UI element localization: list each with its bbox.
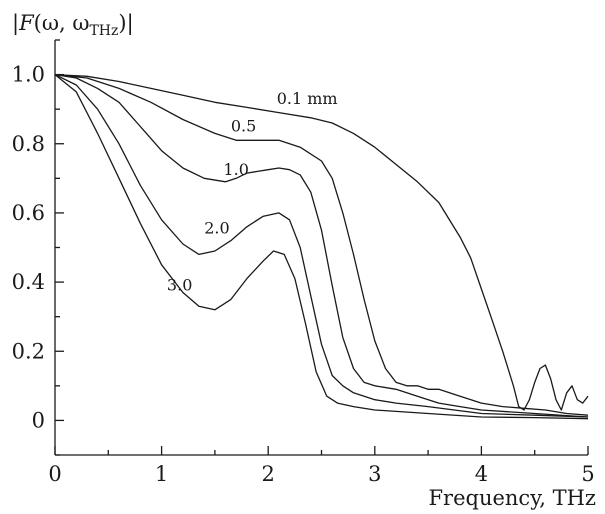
series-line-0 xyxy=(54,73,589,411)
axis-tick-labels: 0 1 2 3 4 5 0 0.2 0.4 0.6 0.8 1.0 xyxy=(12,63,595,486)
series-label-1: 0.5 xyxy=(231,117,256,136)
y-tick-label: 0 xyxy=(32,408,45,432)
y-axis-title: |F(ω, ωTHz)| xyxy=(12,11,134,39)
series-label-0: 0.1 mm xyxy=(277,89,338,108)
series-label-3: 2.0 xyxy=(204,219,229,238)
series-line-4 xyxy=(54,74,589,420)
y-axis-title-sub: THz xyxy=(89,23,118,39)
x-tick-label: 4 xyxy=(475,462,488,486)
y-tick-label: 1.0 xyxy=(12,63,45,87)
x-tick-label: 2 xyxy=(262,462,275,486)
series-line-1 xyxy=(54,73,589,416)
y-tick-label: 0.8 xyxy=(12,132,45,156)
y-axis-title-close: )| xyxy=(118,11,133,36)
y-tick-label: 0.6 xyxy=(12,201,45,225)
series-line-3 xyxy=(54,74,589,418)
y-axis-title-f: F xyxy=(18,11,35,35)
x-tick-label: 3 xyxy=(368,462,381,486)
y-tick-label: 0.4 xyxy=(12,270,45,294)
x-axis-title: Frequency, THz xyxy=(428,486,596,510)
series-lines xyxy=(54,73,589,420)
x-tick-label: 1 xyxy=(155,462,168,486)
y-axis-title-bar: | xyxy=(12,11,19,36)
axis-ticks xyxy=(54,39,589,456)
x-tick-label: 0 xyxy=(48,462,61,486)
series-labels: 0.1 mm 0.5 1.0 2.0 3.0 xyxy=(167,89,338,295)
y-tick-label: 0.2 xyxy=(12,339,45,363)
y-axis-title-open: (ω, ω xyxy=(34,11,90,35)
series-label-4: 3.0 xyxy=(167,276,192,295)
series-label-2: 1.0 xyxy=(223,160,248,179)
x-tick-label: 5 xyxy=(581,462,594,486)
series-line-2 xyxy=(54,73,589,418)
